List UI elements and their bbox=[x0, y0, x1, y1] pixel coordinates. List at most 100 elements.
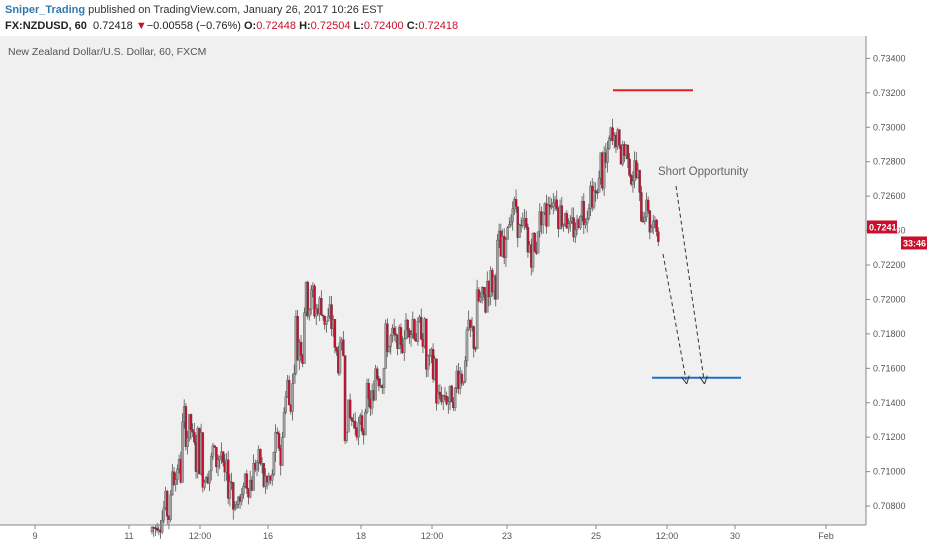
candle bbox=[406, 318, 409, 339]
candle bbox=[643, 211, 647, 225]
candle-body bbox=[450, 385, 453, 403]
candle bbox=[587, 203, 591, 221]
y-tick-label: 0.71200 bbox=[873, 432, 906, 442]
candle bbox=[201, 432, 205, 493]
candle-body bbox=[436, 391, 440, 404]
x-tick-label: 12:00 bbox=[656, 531, 679, 541]
candle-body bbox=[533, 232, 536, 252]
candle-body bbox=[474, 348, 477, 350]
chart-header: Sniper_Trading published on TradingView.… bbox=[5, 2, 925, 34]
candle-body bbox=[406, 319, 409, 331]
candle bbox=[172, 467, 176, 486]
y-tick-label: 0.72600 bbox=[873, 191, 906, 201]
candle-body bbox=[607, 138, 611, 149]
candle-body bbox=[541, 212, 545, 226]
candle bbox=[514, 189, 518, 213]
candle-body bbox=[582, 201, 586, 226]
candle-body bbox=[408, 329, 411, 338]
candle bbox=[562, 223, 565, 232]
candle-body bbox=[479, 296, 482, 302]
price-chart[interactable]: Short Opportunity 0.734000.732000.730000… bbox=[0, 36, 932, 550]
candle bbox=[186, 430, 189, 455]
candle-body bbox=[650, 227, 653, 233]
candle-body bbox=[303, 312, 306, 364]
y-tick-label: 0.70800 bbox=[873, 501, 906, 511]
candle bbox=[579, 215, 582, 230]
projection-arrow[interactable] bbox=[675, 185, 704, 380]
candle bbox=[511, 201, 514, 231]
candle-body bbox=[320, 298, 323, 316]
candle-body bbox=[552, 202, 555, 207]
candle-body bbox=[296, 316, 299, 361]
candle-body bbox=[416, 320, 420, 342]
candle bbox=[184, 403, 188, 451]
candle bbox=[323, 315, 326, 330]
candle bbox=[216, 454, 220, 477]
candle bbox=[321, 314, 325, 321]
candle-body bbox=[321, 314, 325, 317]
projection-arrow[interactable] bbox=[662, 253, 686, 380]
candle-body bbox=[460, 373, 464, 384]
candle bbox=[374, 364, 377, 401]
candle bbox=[210, 452, 213, 481]
candle bbox=[320, 290, 323, 316]
y-axis[interactable]: 0.73400 0.73200 0.73000 0.72800 0.72600 0.724… bbox=[866, 53, 927, 511]
candle-body bbox=[201, 432, 205, 488]
candle-body bbox=[186, 437, 189, 447]
x-axis[interactable]: 9 11 12:00 16 18 12:00 23 25 12:00 30 Feb bbox=[32, 525, 834, 541]
candle-body bbox=[386, 323, 389, 352]
candle-body bbox=[438, 391, 442, 396]
y-tick-label: 0.71000 bbox=[873, 467, 906, 477]
candle-body bbox=[160, 519, 164, 533]
candle-body bbox=[514, 199, 518, 207]
candle-body bbox=[232, 482, 235, 510]
candle bbox=[646, 196, 650, 214]
candle bbox=[628, 153, 631, 178]
candle bbox=[546, 196, 550, 227]
candle bbox=[413, 318, 416, 341]
candle-body bbox=[245, 473, 249, 489]
candle bbox=[611, 118, 614, 146]
candle bbox=[375, 366, 379, 381]
candle bbox=[552, 192, 555, 215]
author-link[interactable]: Sniper_Trading bbox=[5, 4, 86, 16]
annotation-label[interactable]: Short Opportunity bbox=[658, 166, 748, 178]
candle bbox=[277, 430, 281, 451]
candle bbox=[516, 206, 520, 248]
candle-body bbox=[394, 333, 398, 336]
candle bbox=[162, 500, 166, 524]
x-tick-label: 11 bbox=[124, 531, 133, 541]
candle-body bbox=[284, 396, 288, 413]
symbol-label: FX:NZDUSD, 60 bbox=[5, 20, 87, 32]
candle-body bbox=[215, 447, 218, 468]
candle bbox=[270, 469, 274, 486]
candle bbox=[343, 355, 347, 445]
candle bbox=[436, 384, 440, 405]
candle bbox=[313, 283, 316, 319]
change-arrow-icon: ▼ bbox=[135, 20, 147, 32]
candle bbox=[203, 479, 206, 491]
candle bbox=[533, 232, 536, 253]
candle bbox=[650, 224, 653, 233]
candle bbox=[574, 222, 577, 243]
candle-body bbox=[413, 319, 416, 340]
published-text: published on TradingView.com, January 26… bbox=[88, 4, 384, 16]
candle-body bbox=[348, 399, 352, 418]
candle bbox=[602, 146, 606, 196]
candle-body bbox=[611, 127, 614, 141]
candle bbox=[496, 234, 499, 300]
candle-body bbox=[562, 224, 565, 227]
candle bbox=[357, 416, 360, 446]
candle bbox=[291, 373, 294, 421]
candle bbox=[350, 416, 354, 427]
candle bbox=[176, 464, 179, 485]
candle bbox=[232, 481, 235, 520]
high-value: 0.72504 bbox=[310, 20, 351, 32]
x-tick-label: 12:00 bbox=[189, 531, 212, 541]
candle bbox=[555, 190, 558, 212]
candle-body bbox=[176, 468, 179, 480]
candle bbox=[541, 212, 545, 234]
candle-body bbox=[465, 329, 469, 361]
candle bbox=[221, 450, 225, 467]
candle-body bbox=[387, 346, 391, 352]
